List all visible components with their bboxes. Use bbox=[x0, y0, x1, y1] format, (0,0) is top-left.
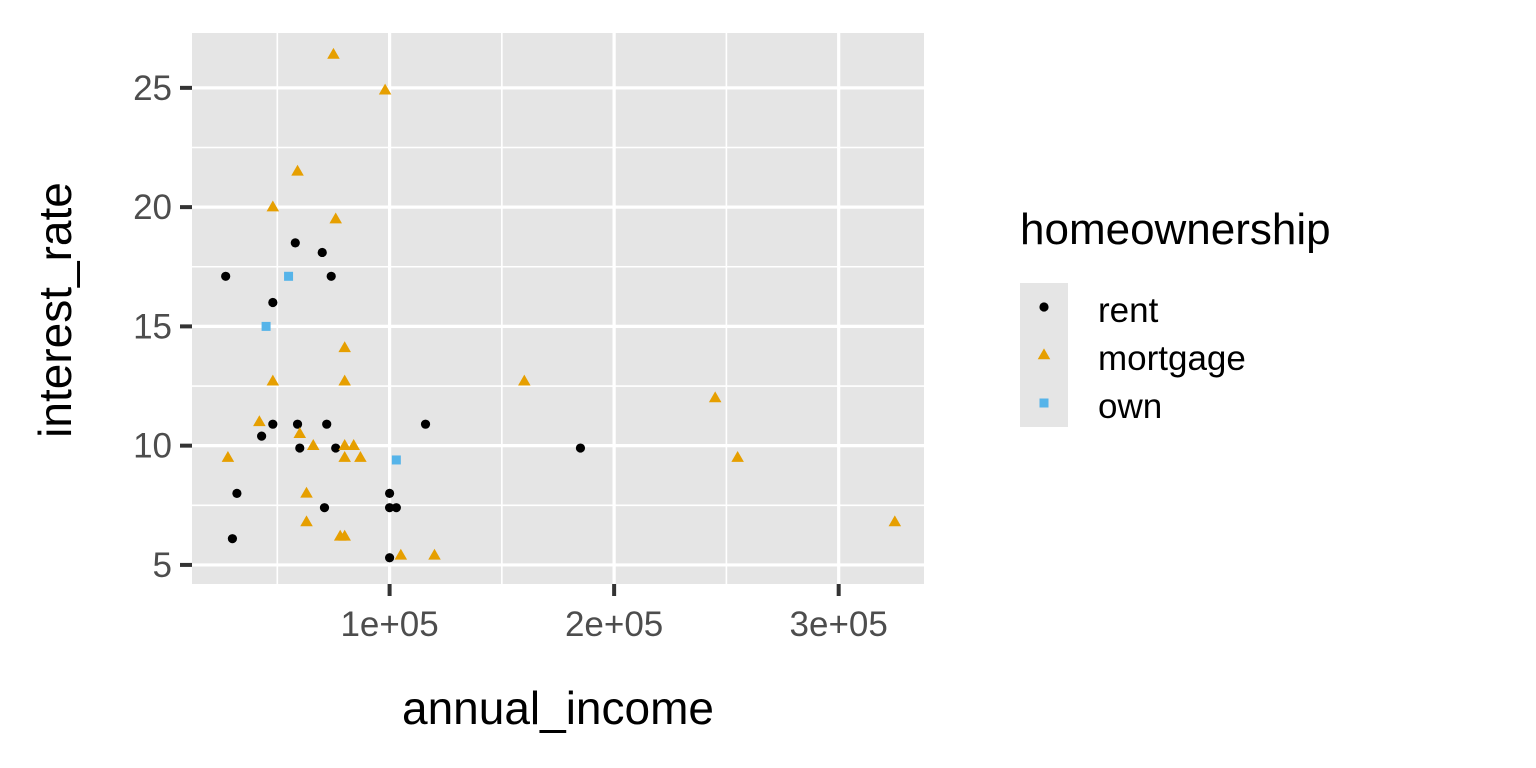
legend-key-own bbox=[1039, 398, 1049, 408]
data-point-rent bbox=[319, 503, 330, 513]
legend: homeownership rent mortgage own bbox=[1020, 205, 1331, 427]
data-point-rent bbox=[331, 443, 341, 453]
data-point-rent bbox=[257, 431, 267, 441]
data-point-mortgage bbox=[394, 548, 408, 560]
data-point-mortgage bbox=[306, 439, 320, 450]
y-tick-label: 15 bbox=[133, 307, 172, 346]
data-point-mortgage bbox=[293, 427, 307, 439]
y-tick-label: 25 bbox=[133, 69, 172, 108]
data-point-mortgage bbox=[708, 391, 722, 403]
y-tick-label: 10 bbox=[133, 427, 172, 466]
data-point-mortgage bbox=[354, 450, 367, 462]
data-point-rent bbox=[384, 503, 395, 513]
data-point-rent bbox=[575, 443, 586, 453]
data-point-mortgage bbox=[338, 341, 351, 353]
y-tick-label: 5 bbox=[153, 546, 172, 585]
data-point-mortgage bbox=[291, 164, 304, 176]
legend-label-mortgage: mortgage bbox=[1098, 339, 1246, 378]
data-point-mortgage bbox=[329, 212, 342, 224]
data-point-mortgage bbox=[338, 374, 351, 386]
legend-label-rent: rent bbox=[1098, 291, 1159, 330]
legend-title: homeownership bbox=[1020, 205, 1331, 254]
data-point-mortgage bbox=[266, 200, 280, 212]
y-axis-title: interest_rate bbox=[29, 182, 81, 438]
data-point-mortgage bbox=[428, 548, 441, 560]
x-tick-label: 3e+05 bbox=[790, 605, 888, 644]
data-point-own bbox=[284, 271, 294, 281]
data-point-rent bbox=[391, 503, 401, 513]
data-points bbox=[221, 47, 902, 563]
data-point-rent bbox=[384, 488, 395, 498]
legend-key-rent bbox=[1039, 302, 1049, 312]
legend-label-own: own bbox=[1098, 387, 1162, 426]
data-point-mortgage bbox=[338, 439, 351, 450]
data-point-mortgage bbox=[221, 450, 235, 462]
y-axis: 5 10 15 20 25 bbox=[133, 69, 192, 585]
x-axis-title: annual_income bbox=[402, 682, 714, 734]
data-point-mortgage bbox=[327, 47, 340, 59]
data-point-mortgage bbox=[300, 515, 313, 527]
plot-panel bbox=[192, 33, 924, 584]
data-point-rent bbox=[317, 247, 327, 258]
data-point-own bbox=[391, 455, 401, 465]
x-axis: 1e+05 2e+05 3e+05 bbox=[340, 584, 888, 644]
data-point-rent bbox=[384, 553, 395, 563]
data-point-rent bbox=[221, 271, 231, 281]
data-point-rent bbox=[268, 419, 278, 429]
data-point-mortgage bbox=[266, 374, 280, 386]
data-point-mortgage bbox=[731, 450, 744, 462]
data-point-rent bbox=[292, 419, 303, 429]
data-point-mortgage bbox=[378, 83, 392, 95]
data-point-rent bbox=[268, 297, 278, 308]
data-point-mortgage bbox=[518, 374, 531, 386]
legend-key-mortgage bbox=[1037, 348, 1051, 360]
data-point-mortgage bbox=[338, 529, 351, 541]
x-tick-label: 1e+05 bbox=[340, 605, 438, 644]
data-point-rent bbox=[227, 534, 238, 544]
data-point-rent bbox=[322, 419, 332, 429]
data-point-rent bbox=[232, 488, 242, 498]
data-point-mortgage bbox=[300, 486, 313, 498]
grid-minor bbox=[192, 33, 924, 584]
y-tick-label: 20 bbox=[133, 188, 172, 227]
data-point-rent bbox=[295, 443, 305, 453]
data-point-rent bbox=[290, 238, 300, 248]
data-point-mortgage bbox=[888, 515, 902, 527]
legend-keys bbox=[1037, 302, 1051, 408]
data-point-own bbox=[261, 321, 271, 331]
data-point-rent bbox=[420, 419, 431, 429]
data-point-mortgage bbox=[347, 439, 360, 450]
data-point-mortgage bbox=[338, 450, 351, 462]
data-point-mortgage bbox=[253, 415, 266, 427]
x-tick-label: 2e+05 bbox=[565, 605, 663, 644]
data-point-rent bbox=[326, 271, 336, 281]
